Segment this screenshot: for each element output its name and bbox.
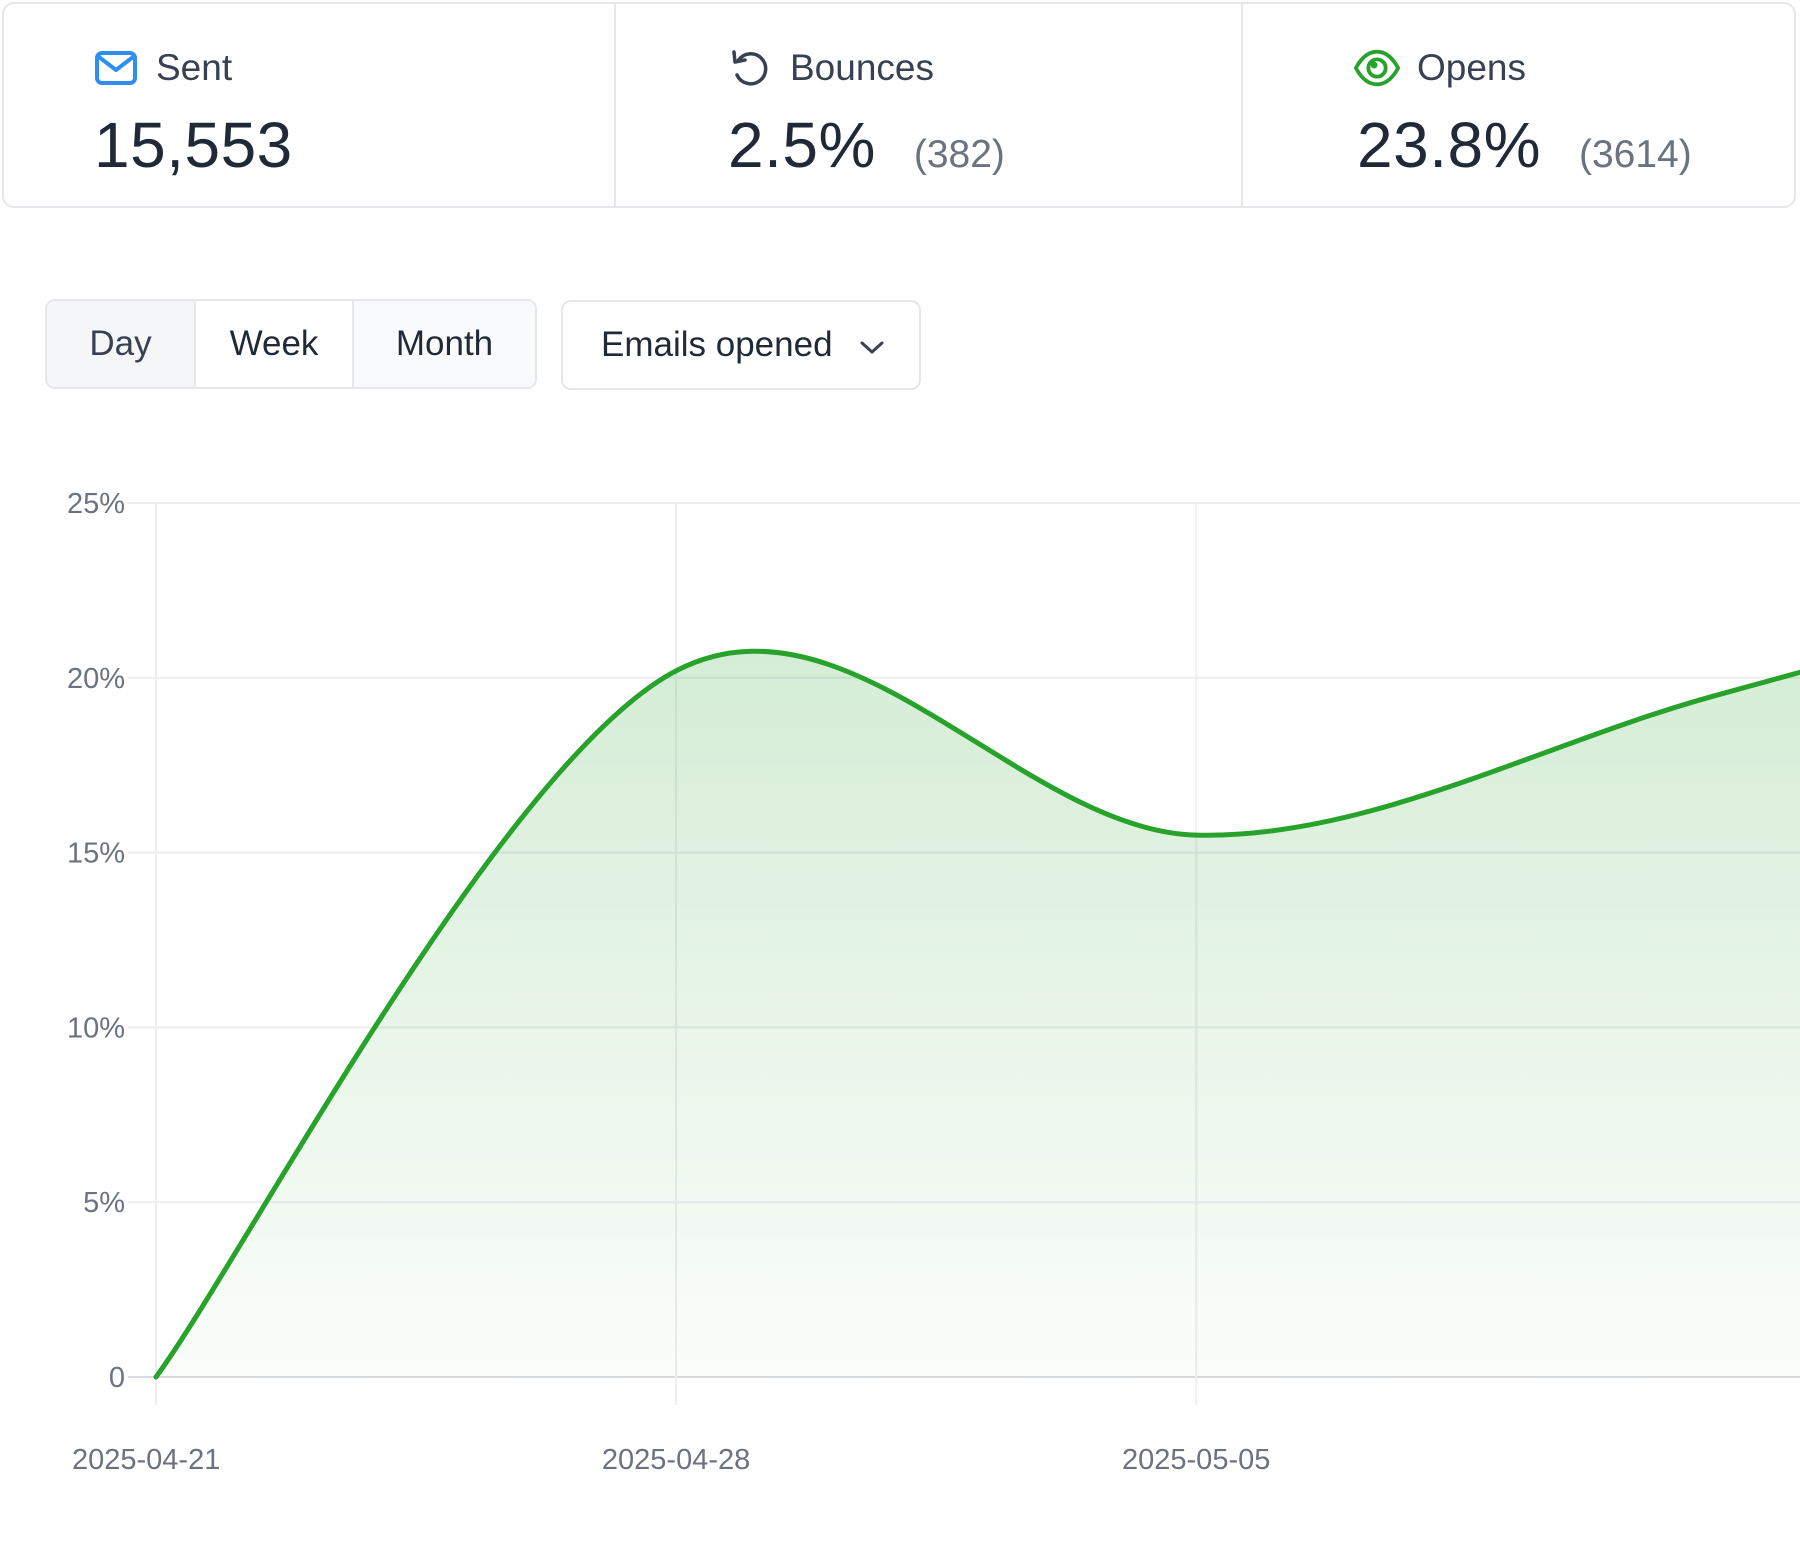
stat-sent-header: Sent — [92, 44, 232, 92]
y-tick-label: 10% — [67, 1012, 125, 1044]
y-tick-label: 20% — [67, 663, 125, 695]
refresh-icon — [726, 44, 774, 92]
stat-opens-label: Opens — [1417, 47, 1527, 88]
metric-select-value: Emails opened — [601, 325, 833, 364]
period-month-button[interactable]: Month — [352, 301, 535, 387]
y-axis: 0 5% 10% 15% 20% 25% — [67, 488, 125, 1394]
stat-opens-count: (3614) — [1578, 133, 1692, 176]
y-tick-label: 15% — [67, 838, 125, 870]
stat-bounces-value-row: 2.5% (382) — [728, 108, 1005, 182]
stat-bounces-count: (382) — [913, 133, 1005, 176]
stat-bounces-header: Bounces — [726, 44, 934, 92]
stat-sent-label: Sent — [156, 47, 233, 88]
mail-icon — [92, 44, 140, 92]
eye-icon — [1353, 44, 1401, 92]
y-tick-label: 25% — [67, 488, 125, 520]
y-tick-label: 0 — [109, 1362, 125, 1394]
stat-bounces-label: Bounces — [790, 47, 934, 88]
x-tick-label: 2025-05-05 — [1122, 1444, 1270, 1476]
stat-sent-value: 15,553 — [94, 109, 293, 181]
period-week-button[interactable]: Week — [194, 301, 352, 387]
stat-opens-header: Opens — [1353, 44, 1526, 92]
period-day-button[interactable]: Day — [47, 301, 194, 387]
metric-select[interactable]: Emails opened — [561, 300, 921, 390]
chevron-down-icon — [859, 325, 885, 365]
x-tick-label: 2025-04-21 — [72, 1444, 220, 1476]
x-tick-label: 2025-04-28 — [602, 1444, 750, 1476]
stat-opens: Opens 23.8% (3614) — [1241, 4, 1794, 206]
open-rate-chart: 0 5% 10% 15% 20% 25% 2025-04-21 2025-04-28 2025… — [67, 488, 1800, 1476]
period-toggle: Day Week Month — [45, 299, 537, 389]
stat-opens-value: 23.8% — [1357, 109, 1541, 181]
stats-panel: Sent 15,553 Bounces 2.5% (382) — [2, 2, 1796, 208]
chart-area-fill — [156, 651, 1800, 1377]
stat-bounces: Bounces 2.5% (382) — [614, 4, 1241, 206]
stat-sent: Sent 15,553 — [4, 4, 614, 206]
chart-series-line — [153, 648, 1800, 1380]
stat-bounces-value: 2.5% — [728, 109, 876, 181]
stat-opens-value-row: 23.8% (3614) — [1357, 108, 1692, 182]
y-tick-label: 5% — [83, 1187, 125, 1219]
stat-sent-value-row: 15,553 — [94, 108, 293, 182]
